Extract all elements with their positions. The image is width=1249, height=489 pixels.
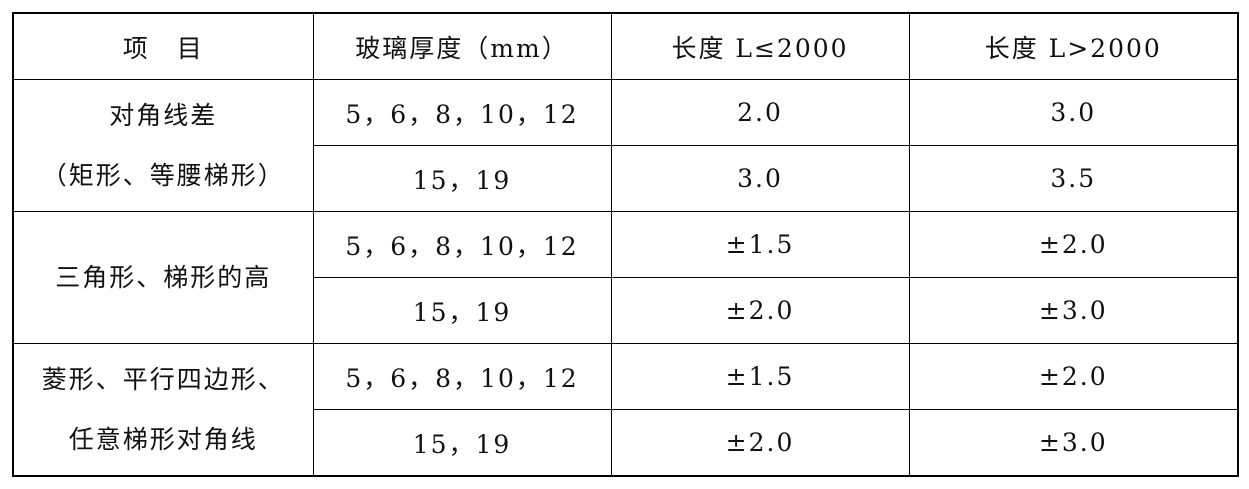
table-cell: 3.5 [908,145,1239,212]
label-line: （矩形、等腰梯形） [41,160,285,190]
table-cell: 15，19 [312,277,612,344]
table-cell: 15，19 [312,145,612,212]
header-row: 项 目玻璃厚度（mm） 长度 L≤2000 长度 L>2000 [12,12,1239,80]
group-label: 三角形、梯形的高 [12,211,314,344]
table-cell: 2.0 [610,79,910,146]
table-cell: 3.0 [610,145,910,212]
table-cell: 5，6，8，10，12 [312,211,612,278]
group-label: 菱形、平行四边形、 任意梯形对角线 [12,343,314,477]
header-cell: 玻璃厚度（mm） [312,12,612,80]
table-row: 对角线差 （矩形、等腰梯形） 5，6，8，10，12 2.0 3.0 [12,79,1239,212]
header-cell: 长度 L>2000 [908,12,1239,80]
table-cell: ±3.0 [908,277,1239,344]
table-cell: 5，6，8，10，12 [312,79,612,146]
label-line: 三角形、梯形的高 [55,262,272,292]
table-row: 菱形、平行四边形、 任意梯形对角线 5，6，8，10，12 ±1.5 ±2.0 [12,343,1239,477]
table-cell: ±2.0 [908,211,1239,278]
group-label: 对角线差 （矩形、等腰梯形） [12,79,314,212]
header-cell: 长度 L≤2000 [610,12,910,80]
table-cell: ±1.5 [610,343,910,410]
table-row: 三角形、梯形的高 5，6，8，10，12 ±1.5 ±2.0 [12,211,1239,344]
label-line: 任意梯形对角线 [68,424,258,454]
table-row: 15，19 3.0 3.5 [13,145,1239,212]
table-cell: ±3.0 [908,409,1239,477]
spec-table: 项 目玻璃厚度（mm） 长度 L≤2000 长度 L>2000 对角线差 （矩形、等腰… [12,12,1239,477]
header-cell: 项 目 [12,12,314,80]
table-cell: 5，6，8，10，12 [312,343,612,410]
table-cell: ±2.0 [610,277,910,344]
table-cell: 15，19 [312,409,612,477]
table-cell: ±2.0 [908,343,1239,410]
label-line: 菱形、平行四边形、 [41,364,285,394]
label-line: 对角线差 [109,100,218,130]
table-cell: 3.0 [908,79,1239,146]
table-cell: ±1.5 [610,211,910,278]
table-cell: ±2.0 [610,409,910,477]
table-row: 15，19 ±2.0 ±3.0 [13,409,1239,477]
